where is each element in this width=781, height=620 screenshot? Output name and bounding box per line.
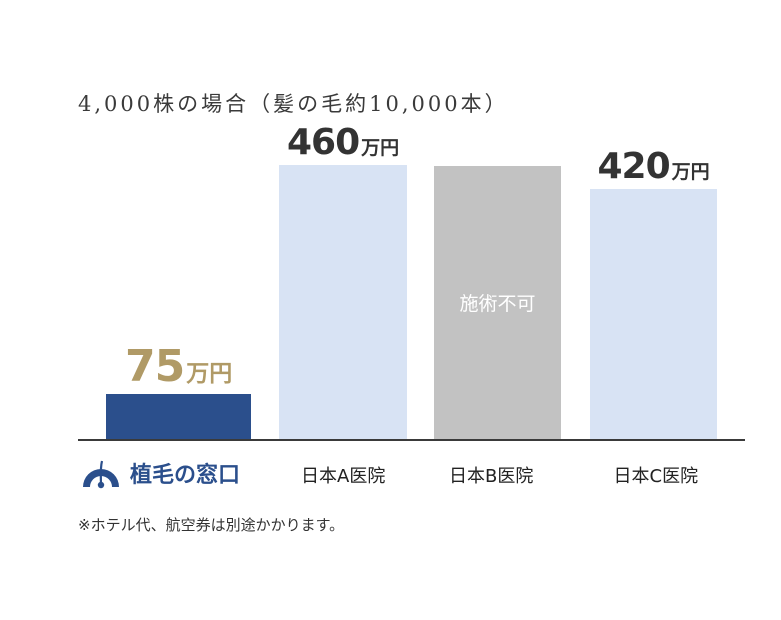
hair-follicle-logo-icon	[83, 460, 119, 489]
bar-1	[106, 394, 251, 439]
bar-2	[279, 164, 407, 439]
value-unit: 万円	[186, 361, 233, 388]
value-unit: 万円	[671, 160, 710, 183]
value-label-2: 460 万円	[287, 122, 399, 163]
not-available-label: 施術不可	[459, 293, 536, 315]
bar-3	[434, 166, 561, 439]
brand-name: 植毛の窓口	[130, 463, 241, 488]
value-unit: 万円	[361, 136, 400, 159]
value-label-1: 75万円	[125, 341, 232, 392]
footnote: ※ホテル代、航空券は別途かかります。	[78, 516, 345, 534]
category-label-2: 日本A医院	[301, 466, 386, 487]
brand-category-label: 植毛の窓口	[80, 457, 240, 489]
value-number: 420	[597, 145, 671, 187]
value-label-4: 420 万円	[598, 146, 710, 187]
value-number: 75	[125, 341, 185, 393]
chart-title: 4,000株の場合（髪の毛約10,000本）	[78, 92, 509, 116]
x-axis-line	[78, 439, 745, 441]
category-label-4: 日本C医院	[613, 466, 699, 487]
category-label-3: 日本B医院	[449, 466, 534, 487]
value-number: 460	[287, 121, 360, 163]
bar-4	[590, 188, 717, 439]
